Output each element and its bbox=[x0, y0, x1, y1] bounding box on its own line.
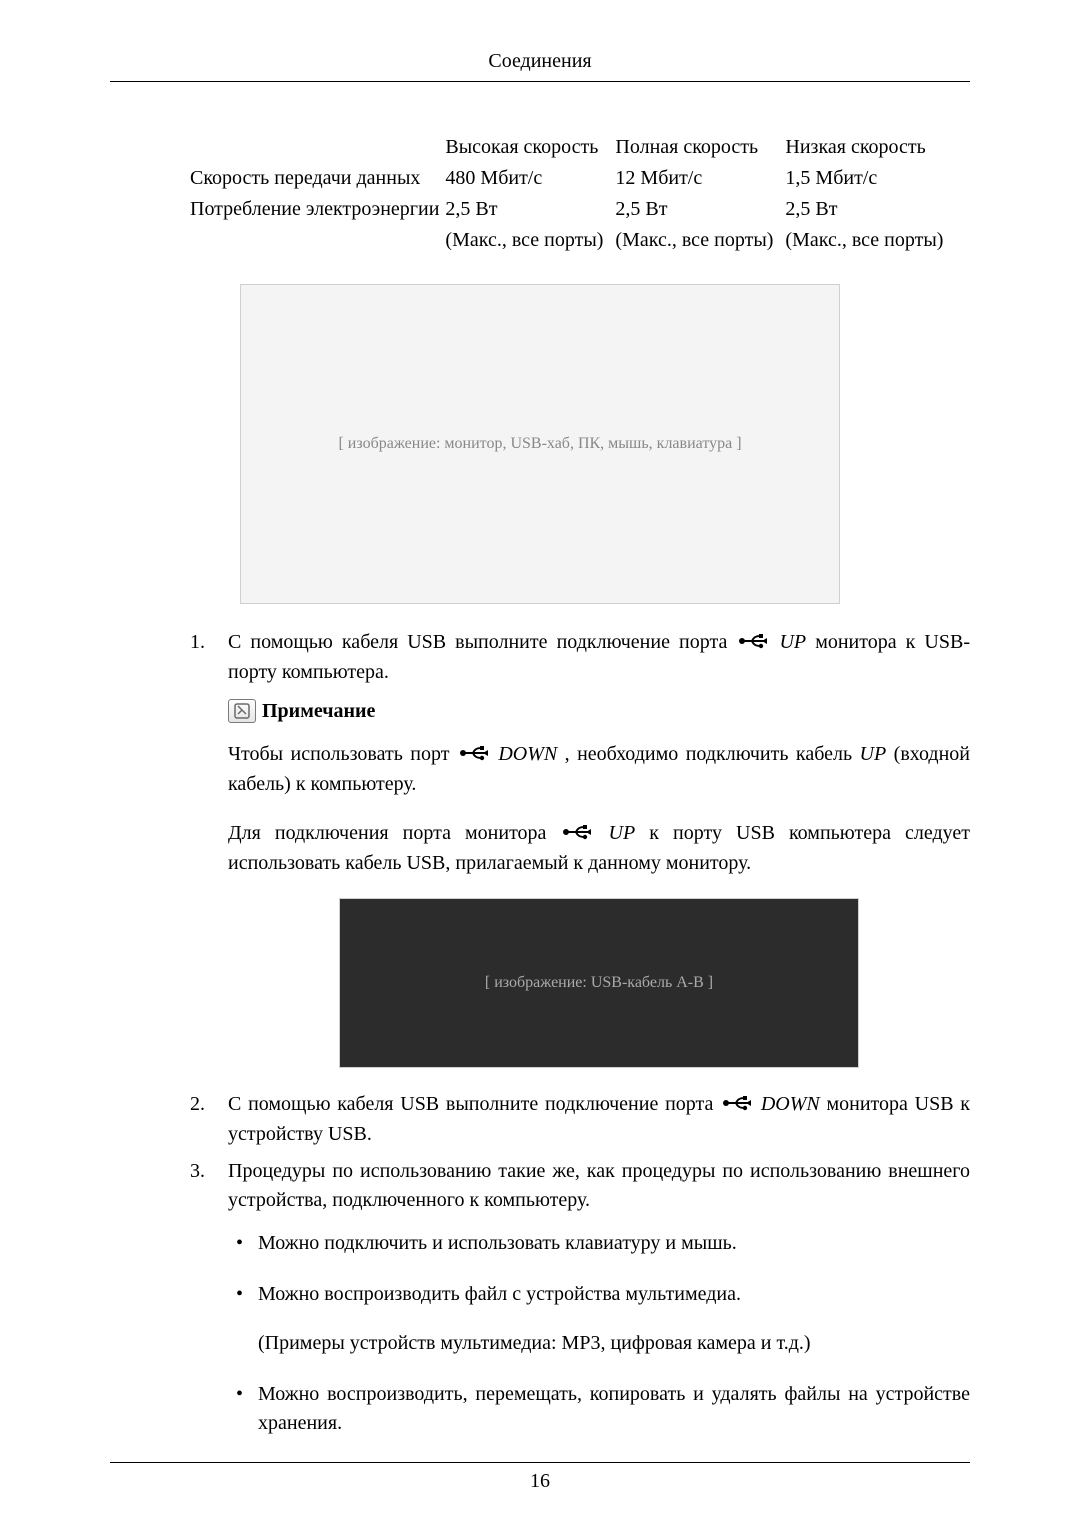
up-label: UP bbox=[779, 631, 806, 653]
step-number: 1. bbox=[190, 628, 228, 1082]
up-label: UP bbox=[860, 743, 887, 765]
bullet-text: Можно воспроизводить, перемещать, копиро… bbox=[258, 1380, 970, 1438]
bullet-dot-icon: • bbox=[228, 1280, 258, 1358]
step-text: С помощью кабеля USB выполните подключен… bbox=[228, 1090, 970, 1149]
usb-cable-image: [ изображение: USB-кабель A-B ] bbox=[339, 898, 859, 1068]
page-header-title: Соединения bbox=[110, 50, 970, 81]
note-paragraph: Чтобы использовать порт DOWN , необходим… bbox=[228, 740, 970, 799]
bullet-dot-icon: • bbox=[228, 1380, 258, 1438]
cell: 2,5 Вт bbox=[445, 194, 615, 225]
usb-icon bbox=[562, 820, 592, 849]
cell: 2,5 Вт bbox=[615, 194, 785, 225]
col-full: Полная скорость bbox=[615, 132, 785, 163]
step-number: 3. bbox=[190, 1157, 228, 1460]
list-item: • Можно воспроизводить файл с устройства… bbox=[228, 1280, 970, 1358]
cell: (Макс., все порты) bbox=[445, 225, 615, 256]
usb-icon bbox=[459, 741, 489, 770]
list-item: 1. С помощью кабеля USB выполните подклю… bbox=[190, 628, 970, 1082]
bullet-dot-icon: • bbox=[228, 1229, 258, 1258]
row-label bbox=[190, 225, 445, 256]
up-label: UP bbox=[609, 822, 636, 844]
col-high: Высокая скорость bbox=[445, 132, 615, 163]
spec-table: Высокая скорость Полная скорость Низкая … bbox=[190, 132, 955, 256]
cell: (Макс., все порты) bbox=[615, 225, 785, 256]
bullet-text: Можно воспроизводить файл с устройства м… bbox=[258, 1283, 741, 1305]
col-blank bbox=[190, 132, 445, 163]
list-item: 3. Процедуры по использованию такие же, … bbox=[190, 1157, 970, 1460]
bullet-sub-text: (Примеры устройств мультимедиа: MP3, циф… bbox=[258, 1329, 970, 1358]
cell: 480 Мбит/с bbox=[445, 163, 615, 194]
usb-icon bbox=[738, 629, 768, 658]
step-number: 2. bbox=[190, 1090, 228, 1149]
note-label: Примечание bbox=[262, 697, 375, 726]
cell: 12 Мбит/с bbox=[615, 163, 785, 194]
text: Чтобы использовать порт bbox=[228, 743, 457, 765]
table-row: Высокая скорость Полная скорость Низкая … bbox=[190, 132, 955, 163]
bullet-text: Можно подключить и использовать клавиату… bbox=[258, 1229, 970, 1258]
row-label: Скорость передачи данных bbox=[190, 163, 445, 194]
row-label: Потребление электроэнергии bbox=[190, 194, 445, 225]
text: С помощью кабеля USB выполните подключен… bbox=[228, 1093, 720, 1115]
page-number: 16 bbox=[0, 1470, 1080, 1493]
down-label: DOWN bbox=[498, 743, 557, 765]
note-paragraph: Для подключения порта монитора UP к порт… bbox=[228, 819, 970, 878]
down-label: DOWN bbox=[761, 1093, 820, 1115]
cell: (Макс., все порты) bbox=[785, 225, 955, 256]
col-low: Низкая скорость bbox=[785, 132, 955, 163]
step-text: Процедуры по использованию такие же, как… bbox=[228, 1157, 970, 1215]
text: Для подключения порта монитора bbox=[228, 822, 560, 844]
usb-icon bbox=[722, 1091, 752, 1120]
footer-rule bbox=[110, 1462, 970, 1463]
table-row: Скорость передачи данных 480 Мбит/с 12 М… bbox=[190, 163, 955, 194]
note-heading: Примечание bbox=[228, 697, 970, 726]
note-icon bbox=[228, 699, 256, 723]
step-list: 1. С помощью кабеля USB выполните подклю… bbox=[190, 628, 970, 1460]
list-item: • Можно воспроизводить, перемещать, копи… bbox=[228, 1380, 970, 1438]
table-row: (Макс., все порты) (Макс., все порты) (М… bbox=[190, 225, 955, 256]
header-rule bbox=[110, 81, 970, 82]
step-text: С помощью кабеля USB выполните подключен… bbox=[228, 628, 970, 687]
table-row: Потребление электроэнергии 2,5 Вт 2,5 Вт… bbox=[190, 194, 955, 225]
connection-diagram-image: [ изображение: монитор, USB-хаб, ПК, мыш… bbox=[240, 284, 840, 604]
text: С помощью кабеля USB выполните подключен… bbox=[228, 631, 736, 653]
cell: 1,5 Мбит/с bbox=[785, 163, 955, 194]
cell: 2,5 Вт bbox=[785, 194, 955, 225]
list-item: • Можно подключить и использовать клавиа… bbox=[228, 1229, 970, 1258]
list-item: 2. С помощью кабеля USB выполните подклю… bbox=[190, 1090, 970, 1149]
text: , необходимо подключить кабель bbox=[565, 743, 860, 765]
sub-bullet-list: • Можно подключить и использовать клавиа… bbox=[228, 1229, 970, 1438]
